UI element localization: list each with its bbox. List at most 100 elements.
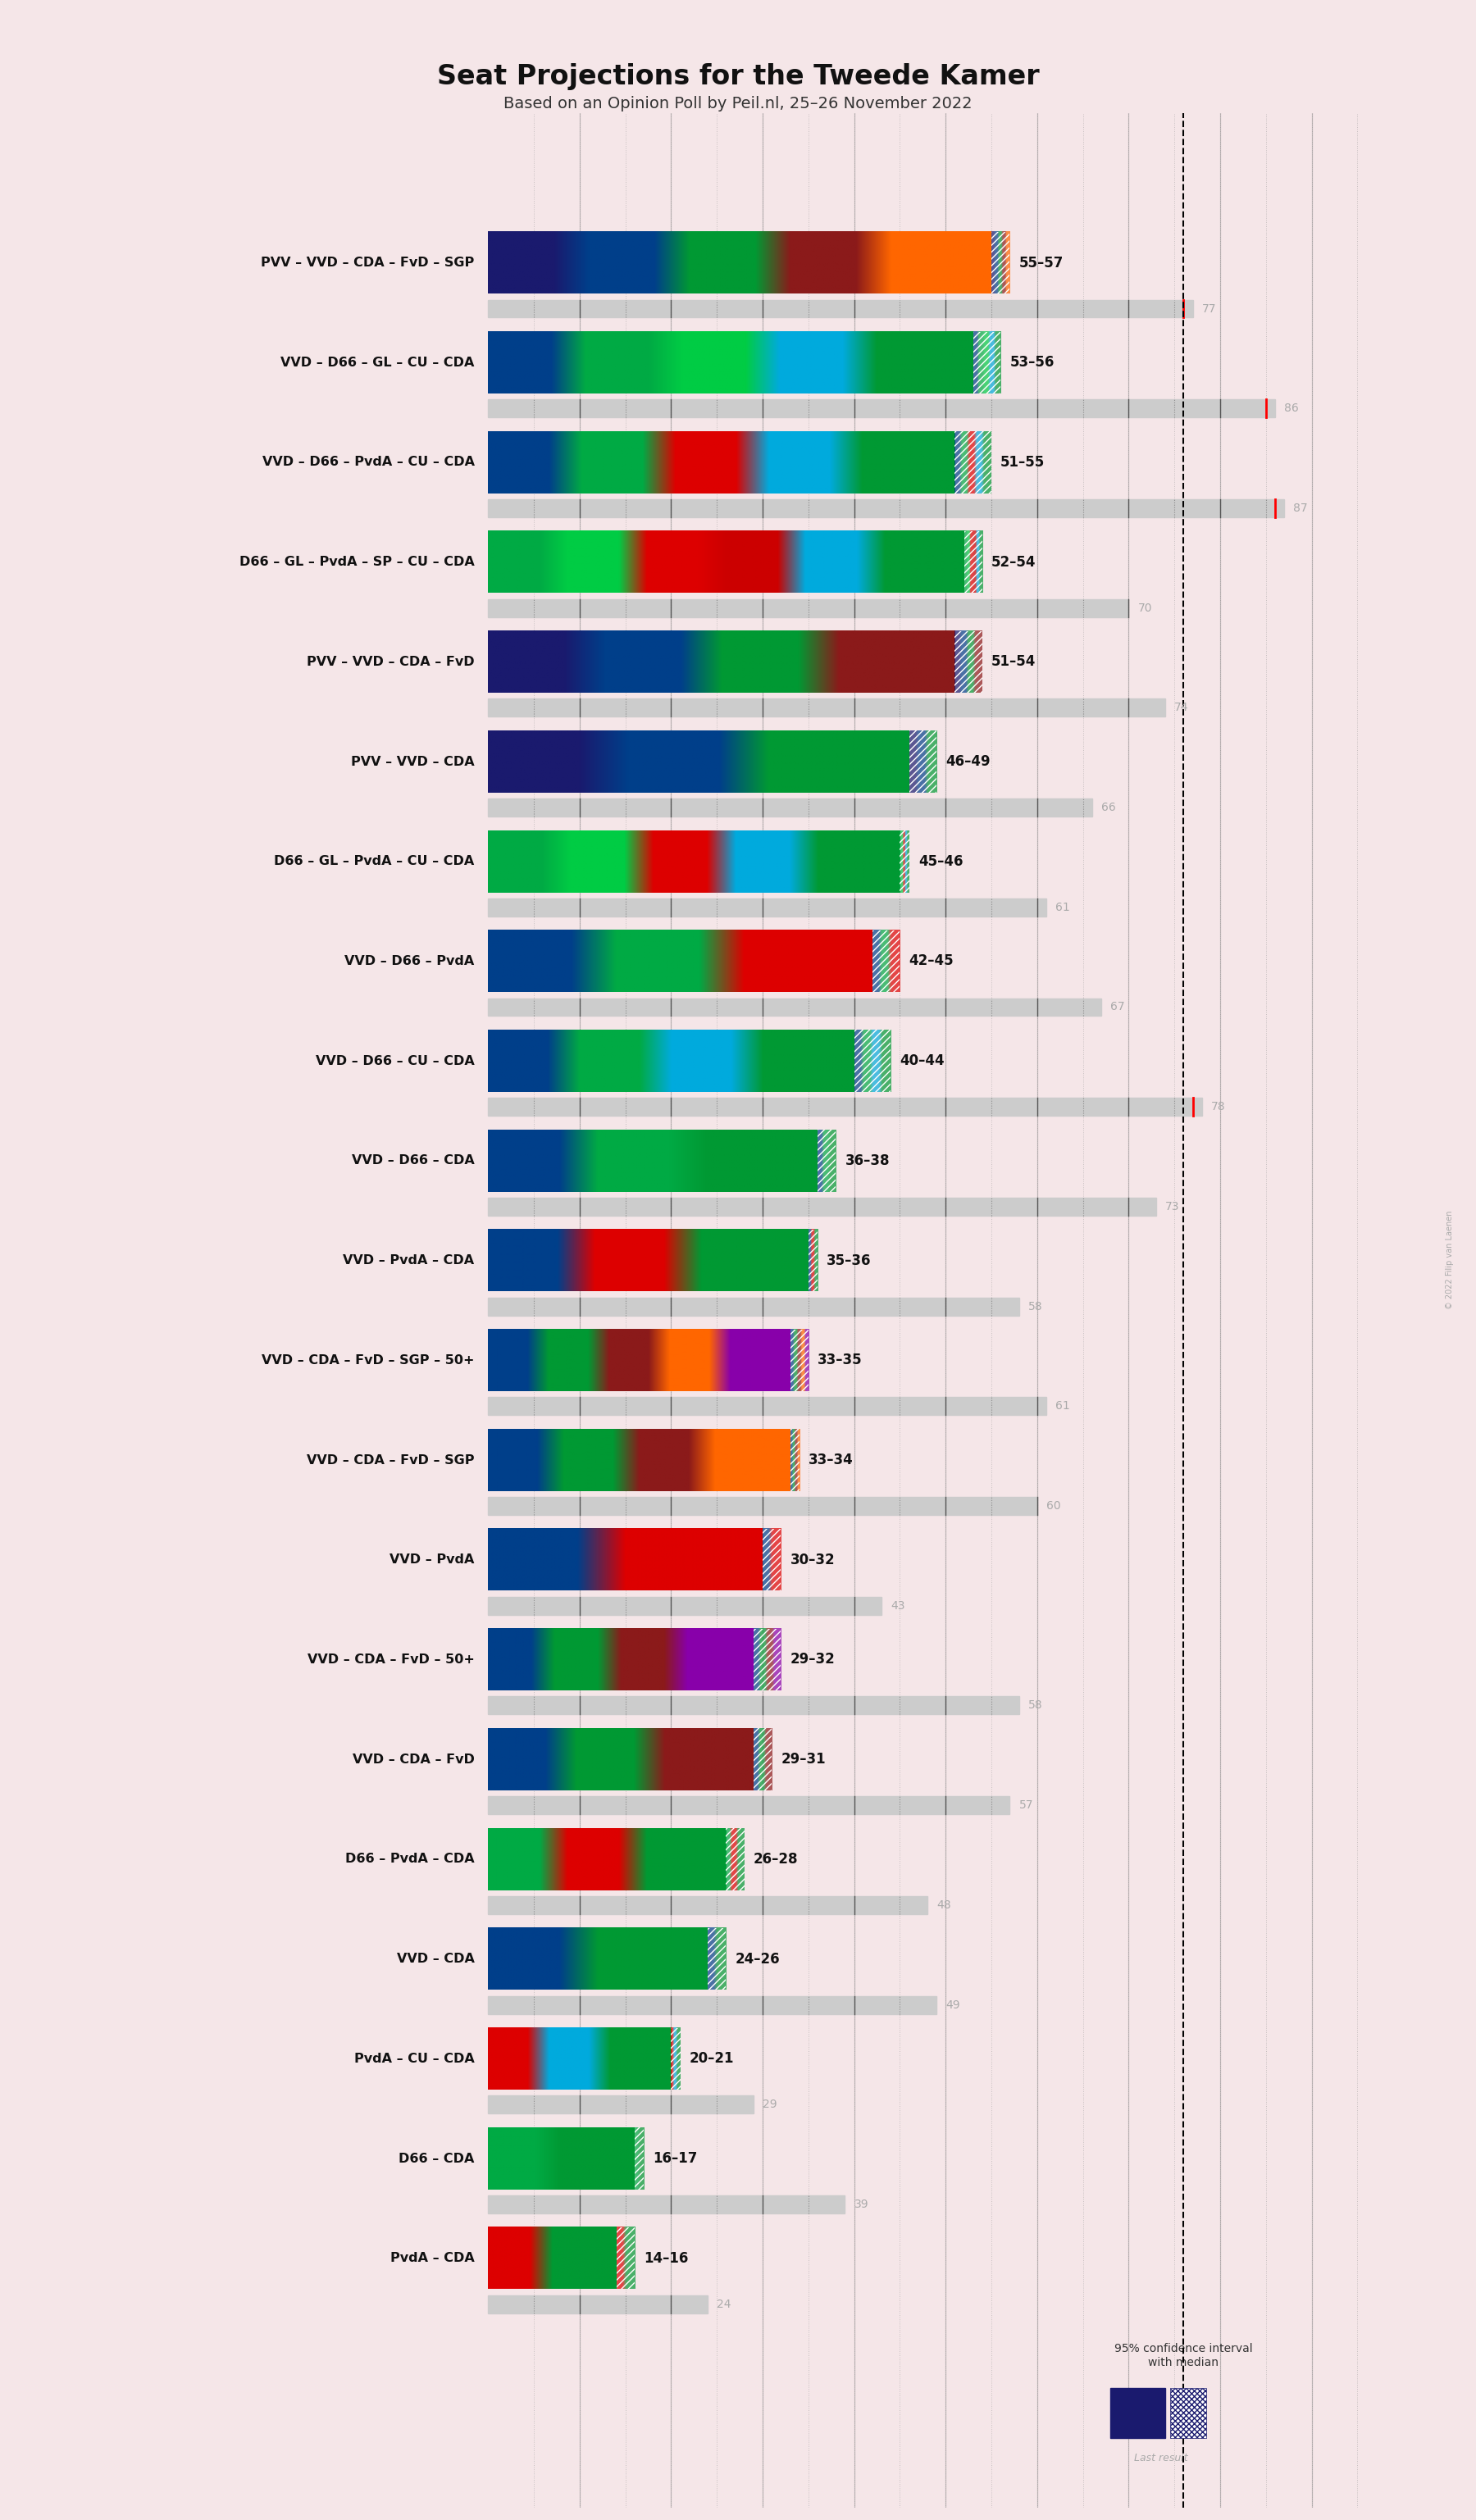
Text: 33–34: 33–34 xyxy=(809,1452,853,1467)
Bar xyxy=(489,1598,881,1615)
Text: 78: 78 xyxy=(1210,1101,1225,1114)
Bar xyxy=(489,1197,1156,1215)
Text: 51–54: 51–54 xyxy=(992,655,1036,670)
Bar xyxy=(973,333,1001,393)
Text: 46–49: 46–49 xyxy=(946,753,990,769)
Bar xyxy=(489,897,1046,917)
Bar xyxy=(790,1429,799,1492)
Text: 87: 87 xyxy=(1293,501,1308,514)
Text: PVV – VVD – CDA: PVV – VVD – CDA xyxy=(351,756,474,769)
Text: PvdA – CU – CDA: PvdA – CU – CDA xyxy=(354,2054,474,2064)
Text: 49: 49 xyxy=(946,1998,959,2011)
Text: 26–28: 26–28 xyxy=(753,1852,799,1867)
Text: 55–57: 55–57 xyxy=(1018,255,1063,270)
Text: 74: 74 xyxy=(1175,703,1188,713)
Text: VVD – CDA: VVD – CDA xyxy=(397,1953,474,1966)
Text: 51–55: 51–55 xyxy=(1001,456,1045,469)
Bar xyxy=(672,2029,680,2089)
Text: 16–17: 16–17 xyxy=(652,2152,698,2165)
Text: 24: 24 xyxy=(717,2298,731,2311)
Text: 42–45: 42–45 xyxy=(909,953,953,968)
Text: 86: 86 xyxy=(1284,403,1299,413)
Bar xyxy=(489,1099,1201,1116)
Text: 61: 61 xyxy=(1055,1401,1070,1411)
Bar xyxy=(872,930,900,993)
Text: 14–16: 14–16 xyxy=(644,2250,688,2265)
Bar xyxy=(489,998,1101,1016)
Text: 35–36: 35–36 xyxy=(827,1252,871,1268)
Text: VVD – PvdA – CDA: VVD – PvdA – CDA xyxy=(342,1255,474,1268)
Bar xyxy=(753,1628,781,1691)
Bar xyxy=(489,2296,708,2313)
Text: VVD – CDA – FvD – SGP – 50+: VVD – CDA – FvD – SGP – 50+ xyxy=(261,1353,474,1366)
Text: PvdA – CDA: PvdA – CDA xyxy=(390,2253,474,2265)
Bar xyxy=(489,401,1275,418)
Text: 24–26: 24–26 xyxy=(735,1950,779,1966)
Text: 33–35: 33–35 xyxy=(818,1353,862,1368)
Bar xyxy=(489,799,1092,816)
Bar xyxy=(818,1129,835,1192)
Bar xyxy=(1110,2389,1165,2437)
Bar xyxy=(489,1497,1038,1515)
Text: Last result: Last result xyxy=(1134,2452,1188,2465)
Text: VVD – D66 – PvdA – CU – CDA: VVD – D66 – PvdA – CU – CDA xyxy=(263,456,474,469)
Text: D66 – GL – PvdA – CU – CDA: D66 – GL – PvdA – CU – CDA xyxy=(275,854,474,867)
Text: © 2022 Filip van Laenen: © 2022 Filip van Laenen xyxy=(1445,1210,1454,1310)
Text: 70: 70 xyxy=(1138,602,1153,615)
Text: 61: 61 xyxy=(1055,902,1070,912)
Bar xyxy=(617,2228,635,2288)
Bar xyxy=(1170,2389,1206,2437)
Bar xyxy=(753,1729,772,1789)
Bar xyxy=(763,1530,781,1590)
Bar xyxy=(489,2195,844,2213)
Text: D66 – GL – PvdA – SP – CU – CDA: D66 – GL – PvdA – SP – CU – CDA xyxy=(239,557,474,567)
Text: 53–56: 53–56 xyxy=(1010,355,1054,370)
Bar xyxy=(964,532,982,592)
Bar xyxy=(955,431,992,494)
Text: 20–21: 20–21 xyxy=(689,2051,734,2066)
Bar xyxy=(992,232,1010,295)
Text: Seat Projections for the Tweede Kamer: Seat Projections for the Tweede Kamer xyxy=(437,63,1039,91)
Text: VVD – D66 – CU – CDA: VVD – D66 – CU – CDA xyxy=(316,1056,474,1066)
Text: 52–54: 52–54 xyxy=(992,554,1036,570)
Bar xyxy=(708,1928,726,1991)
Text: 39: 39 xyxy=(855,2197,868,2210)
Text: 29–32: 29–32 xyxy=(790,1653,835,1668)
Bar xyxy=(489,600,1129,617)
Text: 60: 60 xyxy=(1046,1499,1061,1512)
Text: 77: 77 xyxy=(1201,302,1216,315)
Text: VVD – D66 – CDA: VVD – D66 – CDA xyxy=(351,1154,474,1167)
Bar xyxy=(489,1298,1018,1315)
Text: PVV – VVD – CDA – FvD – SGP: PVV – VVD – CDA – FvD – SGP xyxy=(261,257,474,270)
Text: 73: 73 xyxy=(1165,1202,1179,1212)
Text: Based on an Opinion Poll by Peil.nl, 25–26 November 2022: Based on an Opinion Poll by Peil.nl, 25–… xyxy=(503,96,973,111)
Text: 29–31: 29–31 xyxy=(781,1751,825,1767)
Text: D66 – PvdA – CDA: D66 – PvdA – CDA xyxy=(345,1852,474,1865)
Bar xyxy=(489,1696,1018,1714)
Bar xyxy=(489,2097,753,2114)
Text: VVD – CDA – FvD – 50+: VVD – CDA – FvD – 50+ xyxy=(307,1653,474,1666)
Bar xyxy=(489,300,1193,318)
Bar xyxy=(489,499,1284,517)
Bar xyxy=(635,2127,644,2190)
Text: 40–44: 40–44 xyxy=(900,1053,945,1068)
Text: 57: 57 xyxy=(1018,1799,1033,1812)
Bar xyxy=(909,731,936,794)
Text: 45–46: 45–46 xyxy=(918,854,962,869)
Bar xyxy=(489,698,1165,716)
Text: 58: 58 xyxy=(1027,1300,1042,1313)
Text: 58: 58 xyxy=(1027,1701,1042,1711)
Text: 29: 29 xyxy=(763,2099,776,2109)
Bar xyxy=(489,1895,927,1915)
Text: VVD – PvdA: VVD – PvdA xyxy=(390,1555,474,1565)
Text: PVV – VVD – CDA – FvD: PVV – VVD – CDA – FvD xyxy=(307,655,474,668)
Text: 30–32: 30–32 xyxy=(790,1552,835,1567)
Text: VVD – CDA – FvD – SGP: VVD – CDA – FvD – SGP xyxy=(307,1454,474,1467)
Text: VVD – CDA – FvD: VVD – CDA – FvD xyxy=(353,1754,474,1767)
Text: 43: 43 xyxy=(890,1600,905,1610)
Text: VVD – D66 – GL – CU – CDA: VVD – D66 – GL – CU – CDA xyxy=(280,355,474,368)
Text: 48: 48 xyxy=(936,1900,951,1910)
Bar xyxy=(489,1797,1010,1814)
Bar xyxy=(726,1827,744,1890)
Text: 36–38: 36–38 xyxy=(844,1154,890,1169)
